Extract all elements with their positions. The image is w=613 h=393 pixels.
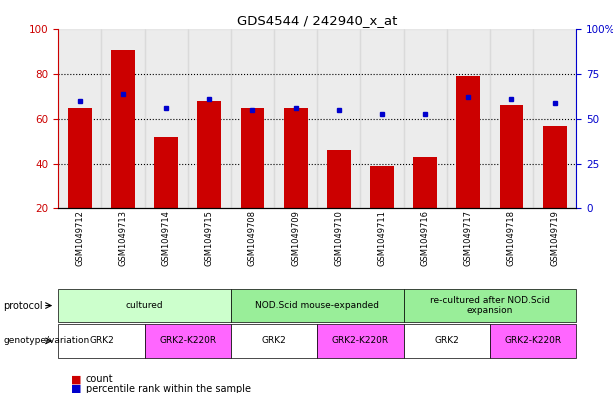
Bar: [533, 29, 576, 208]
Bar: [111, 50, 135, 208]
Bar: [197, 101, 221, 208]
Bar: [274, 29, 318, 208]
Text: GRK2: GRK2: [89, 336, 114, 345]
Text: genotype/variation: genotype/variation: [3, 336, 89, 345]
Bar: [145, 29, 188, 208]
Bar: [500, 105, 524, 208]
Text: NOD.Scid mouse-expanded: NOD.Scid mouse-expanded: [255, 301, 379, 310]
Bar: [284, 108, 308, 208]
Bar: [154, 137, 178, 208]
Bar: [58, 29, 101, 208]
Text: GRK2-K220R: GRK2-K220R: [504, 336, 562, 345]
Bar: [58, 324, 145, 358]
Text: count: count: [86, 374, 113, 384]
Bar: [231, 324, 318, 358]
Text: GRK2: GRK2: [435, 336, 459, 345]
Bar: [370, 166, 394, 208]
Text: percentile rank within the sample: percentile rank within the sample: [86, 384, 251, 393]
Bar: [145, 324, 231, 358]
Bar: [58, 289, 231, 322]
Bar: [318, 324, 403, 358]
Bar: [403, 289, 576, 322]
Bar: [490, 29, 533, 208]
Text: GRK2-K220R: GRK2-K220R: [332, 336, 389, 345]
Bar: [327, 150, 351, 208]
Text: ■: ■: [70, 384, 81, 393]
Bar: [413, 157, 437, 208]
Bar: [360, 29, 403, 208]
Bar: [68, 108, 92, 208]
Text: GRK2: GRK2: [262, 336, 286, 345]
Text: re-cultured after NOD.Scid
expansion: re-cultured after NOD.Scid expansion: [430, 296, 550, 315]
Bar: [490, 324, 576, 358]
Bar: [457, 76, 480, 208]
Text: protocol: protocol: [3, 301, 43, 310]
Bar: [188, 29, 231, 208]
Bar: [543, 126, 566, 208]
Bar: [447, 29, 490, 208]
Bar: [403, 324, 490, 358]
Bar: [403, 29, 447, 208]
Bar: [318, 29, 360, 208]
Bar: [241, 108, 264, 208]
Text: cultured: cultured: [126, 301, 164, 310]
Text: GRK2-K220R: GRK2-K220R: [159, 336, 216, 345]
Bar: [101, 29, 145, 208]
Title: GDS4544 / 242940_x_at: GDS4544 / 242940_x_at: [237, 14, 397, 27]
Bar: [231, 29, 274, 208]
Text: ■: ■: [70, 374, 81, 384]
Bar: [231, 289, 403, 322]
